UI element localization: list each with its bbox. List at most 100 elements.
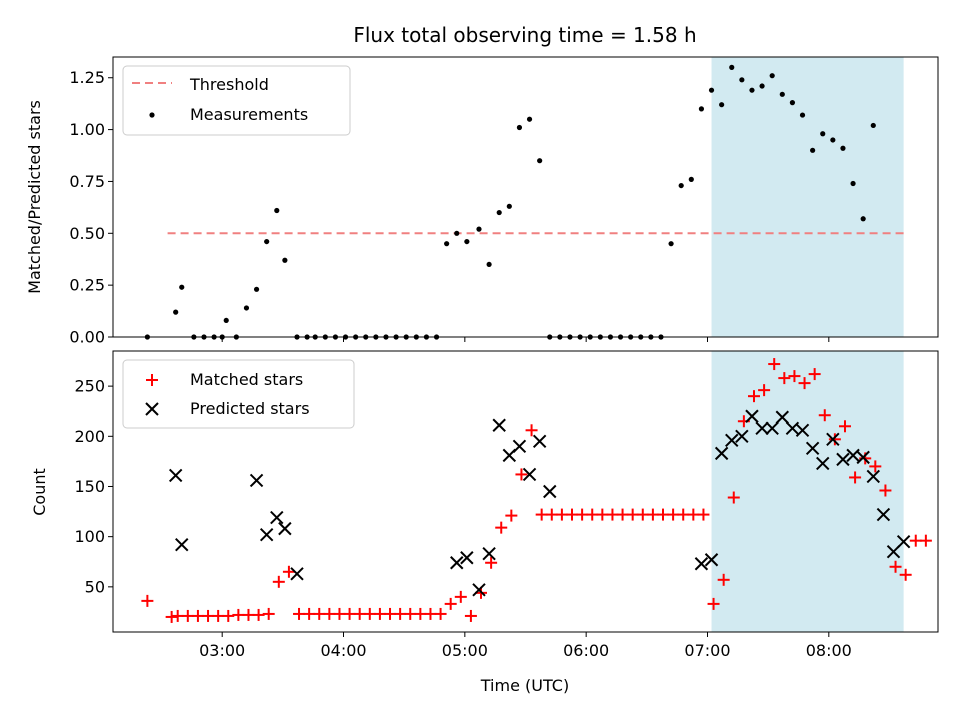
matched-star-point [171, 609, 184, 622]
matched-star-point [586, 508, 599, 521]
measurement-point [253, 286, 260, 292]
matched-star-point [677, 508, 690, 521]
legend-measurements-label: Measurements [190, 105, 308, 124]
matched-star-point [464, 609, 477, 622]
top-plot-frame [112, 56, 939, 338]
x-axis-label: Time (UTC) [480, 676, 569, 695]
matched-star-point [444, 597, 457, 610]
measurement-point [264, 238, 270, 245]
measurement-point [698, 106, 705, 112]
bottom-panel: 50 100 150 200 250 03:00 04:00 05:00 06:00 07:00… [30, 350, 939, 695]
matched-star-point [717, 573, 730, 586]
matched-star-point [165, 610, 178, 623]
matched-star-point [838, 420, 851, 433]
matched-star-point [495, 521, 508, 534]
matched-star-point [252, 608, 265, 621]
measurement-point [454, 230, 460, 236]
matched-star-point [758, 384, 771, 397]
measurement-point [537, 158, 543, 164]
predicted-star-point [290, 567, 304, 581]
predicted-star-point [755, 421, 769, 435]
matched-star-point [343, 607, 356, 620]
predicted-star-point [694, 557, 709, 571]
matched-star-point [373, 607, 386, 620]
measurement-point [739, 77, 745, 83]
bottom-x-tick-label: 03:00 [199, 641, 245, 660]
matched-star-point [727, 491, 740, 504]
matched-star-point [899, 568, 912, 581]
matched-star-point [889, 560, 902, 573]
predicted-star-point [482, 547, 496, 561]
top-y-tick-label: 1.00 [69, 120, 105, 139]
predicted-star-point [512, 439, 527, 454]
matched-star-point [454, 590, 467, 603]
matched-star-point [798, 377, 811, 390]
measurement-point [678, 182, 684, 189]
bottom-legend: Matched stars Predicted stars [122, 359, 355, 429]
matched-star-point [333, 607, 346, 620]
matched-star-point [667, 508, 680, 521]
measurement-point [708, 87, 715, 93]
predicted-star-point [175, 537, 189, 552]
matched-star-point [869, 460, 882, 473]
matched-star-point [282, 565, 295, 578]
predicted-star-point [896, 534, 911, 549]
predicted-star-point [168, 468, 183, 483]
measurement-point [749, 87, 755, 93]
matched-star-point [242, 608, 255, 621]
matched-star-point [849, 471, 862, 484]
measurement-point [729, 64, 735, 70]
matched-star-point [657, 508, 669, 521]
measurement-point [688, 176, 694, 182]
matched-star-point [636, 508, 649, 521]
bottom-x-tick-label: 08:00 [806, 641, 852, 660]
matched-star-point [909, 534, 922, 547]
predicted-star-point [826, 432, 840, 447]
matched-star-point [414, 607, 427, 620]
top-y-tick-label: 0.00 [69, 328, 105, 347]
matched-star-point [626, 508, 639, 521]
measurement-point [830, 137, 836, 143]
predicted-star-point [886, 545, 901, 559]
measurement-point [496, 209, 502, 216]
measurement-point [476, 226, 482, 232]
measurement-point [274, 207, 280, 214]
matched-star-point [394, 607, 407, 620]
predicted-star-point [472, 583, 486, 597]
predicted-star-point [856, 450, 870, 465]
measurement-point [526, 116, 533, 122]
legend-matched-label: Matched stars [190, 370, 303, 389]
measurement-point [243, 305, 250, 311]
predicted-star-point [725, 433, 739, 448]
matched-star-point [323, 607, 336, 620]
legend-measurements-swatch [149, 112, 155, 118]
matched-star-point [434, 607, 447, 620]
matched-star-point [485, 556, 498, 569]
matched-star-point [525, 424, 538, 437]
bottom-series-layer [141, 358, 932, 623]
top-panel: 0.00 0.25 0.50 0.75 1.00 1.25 Matched/Predict… [25, 56, 939, 347]
matched-star-point [353, 607, 366, 620]
predicted-star-point [765, 421, 779, 435]
legend-threshold-label: Threshold [189, 75, 269, 94]
bottom-y-tick-label: 100 [74, 527, 105, 546]
measurement-point [769, 73, 775, 79]
matched-star-point [141, 594, 154, 607]
top-y-tick-label: 1.25 [69, 68, 105, 87]
legend-predicted-label: Predicted stars [190, 399, 310, 418]
matched-star-point [818, 409, 831, 422]
predicted-star-point [522, 467, 537, 482]
matched-star-point [606, 508, 619, 521]
matched-star-point [272, 575, 285, 588]
matched-star-point [515, 468, 528, 481]
predicted-star-point [543, 484, 557, 499]
matched-star-point [778, 372, 791, 385]
matched-star-point [768, 358, 781, 371]
legend-predicted-swatch [145, 402, 159, 416]
bottom-y-axis: 50 100 150 200 250 [74, 377, 113, 596]
predicted-star-point [876, 507, 891, 522]
top-observing-window [711, 57, 904, 337]
top-y-tick-label: 0.75 [69, 172, 105, 191]
top-legend: Threshold Measurements [122, 65, 351, 136]
